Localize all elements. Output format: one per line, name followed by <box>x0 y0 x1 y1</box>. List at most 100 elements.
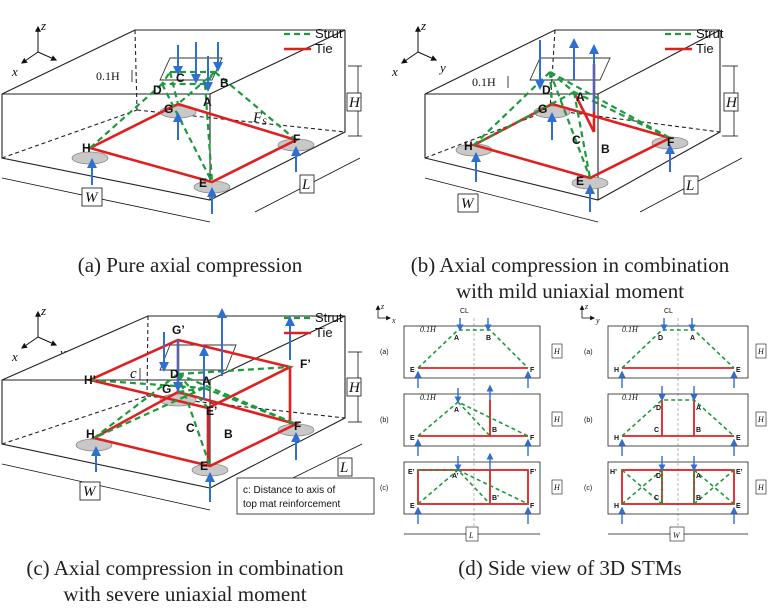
dim-W-box-c <box>79 481 101 501</box>
legend-strut-label-a: Strut <box>315 26 343 41</box>
dim-L-box-a <box>299 174 315 194</box>
dim-W-b <box>424 177 599 223</box>
node-a-H: H <box>82 141 91 155</box>
sv-right-c-struts <box>621 469 735 505</box>
dim-W-a <box>1 177 211 223</box>
axis-triad-a <box>21 25 58 64</box>
axis-triad-c <box>21 310 58 349</box>
sv-right-b-E: E <box>736 435 741 442</box>
sv-right-a-A: A <box>690 335 695 342</box>
sv-right-b-A: A <box>696 405 701 412</box>
node-a-B: B <box>220 76 229 90</box>
force-Fs-letter: F <box>252 110 263 126</box>
load-arrows-c <box>91 308 301 502</box>
caption-c-line1: (c) Axial compression in combination <box>26 556 344 580</box>
note-line2-c: top mat reinforcement <box>243 499 340 510</box>
node-b-A: A <box>576 90 585 104</box>
sv-left-b-H: H <box>553 415 561 424</box>
legend-a: Strut Tie <box>284 26 343 56</box>
legend-tie-label-a: Tie <box>315 41 333 56</box>
sv-right-b-H: H <box>614 435 619 442</box>
force-Fs-subscript: S <box>262 117 267 127</box>
dim-L-label-c: L <box>339 460 348 476</box>
axis-y-label-c: y <box>58 345 66 360</box>
sv-right-b-D: D <box>656 405 661 412</box>
sv-right-c-H-box <box>755 479 767 495</box>
panel-b: z x y <box>391 18 743 223</box>
axis-z-label-b: z <box>420 18 426 33</box>
node-b-C: C <box>572 133 581 147</box>
sv-left-c-H: H <box>553 483 561 492</box>
sv-left-a-B: B <box>486 335 491 342</box>
node-a-F: F <box>293 132 300 146</box>
sv-left-a-A: A <box>454 335 459 342</box>
axis-y-label-b: y <box>438 60 446 75</box>
sv-left-a-box <box>403 325 541 379</box>
sv-left-dim-L-label: L <box>468 531 474 540</box>
node-a-A: A <box>203 95 212 109</box>
sv-right-c-Hp: H’ <box>610 469 617 476</box>
node-b-E: E <box>576 174 584 188</box>
node-b-B: B <box>601 142 610 156</box>
caption-b-line1: (b) Axial compression in combination <box>410 253 730 277</box>
panel-a: z x y <box>1 18 362 223</box>
dim-L-box-c <box>337 457 353 477</box>
sv-left-b-E: E <box>410 435 415 442</box>
node-b-D: D <box>542 83 551 97</box>
struts-b <box>473 71 671 179</box>
node-c-Ep: E’ <box>206 404 217 418</box>
bottom-tie-c <box>90 390 300 468</box>
node-b-G: G <box>538 102 547 116</box>
note-line1-c: c: Distance to axis of <box>243 485 335 496</box>
sv-right-c-D: D <box>656 473 661 480</box>
cl-left: CL <box>460 308 469 315</box>
column-footprint-a <box>159 57 223 81</box>
struts-a <box>89 70 297 183</box>
dim-H-box-a <box>346 92 362 112</box>
node-a-D: D <box>153 83 162 97</box>
sv-right-b-B: B <box>696 427 701 434</box>
sv-left-a-E: E <box>410 367 415 374</box>
sv-left-a-F: F <box>530 367 535 374</box>
axis-x-label: x <box>11 64 18 79</box>
sv-right-a-D: D <box>658 335 663 342</box>
caption-d: (d) Side view of 3D STMs <box>458 556 682 580</box>
sv-left-a-struts <box>417 329 529 369</box>
axis-z-d-right: z <box>584 302 589 311</box>
sv-right-c-Ep: E’ <box>736 469 743 476</box>
column-footprint-b <box>529 57 611 81</box>
sv-left-c-tie-frame <box>417 469 529 505</box>
node-c-E: E <box>200 459 208 473</box>
node-c-A: A <box>202 374 211 388</box>
load-arrows-a <box>87 42 301 214</box>
node-c-H: H <box>86 427 95 441</box>
node-c-B: B <box>224 427 233 441</box>
force-Fs-a: FS <box>252 110 267 127</box>
sv-left-dim-L-box <box>465 526 479 542</box>
caption-a: (a) Pure axial compression <box>77 253 303 277</box>
dim-W-label-a: W <box>85 190 99 206</box>
sv-left-b-depth: 0.1H <box>420 393 437 402</box>
sv-left-c-box <box>403 461 541 515</box>
panel-c: z x y <box>1 303 375 515</box>
row-label-right-b: (b) <box>584 417 593 424</box>
side-view-right: z y CL (a) D A H E 0.1H H (b) <box>579 302 767 542</box>
legend-tie-label-b: Tie <box>696 41 714 56</box>
sv-left-c-H-box <box>551 479 563 495</box>
axis-z-label: z <box>40 18 46 33</box>
sv-right-b-box <box>607 393 749 447</box>
sv-left-b-H-box <box>551 411 563 427</box>
axis-triad-d-left <box>375 305 391 321</box>
node-c-Hp: H’ <box>84 373 96 387</box>
axis-x-label-b: x <box>391 64 398 79</box>
sv-right-c-B: B <box>696 495 701 502</box>
sv-right-c-H: H <box>614 503 619 510</box>
sv-right-b-H-label: H <box>757 415 765 424</box>
sv-left-c-Ap: A’ <box>452 473 459 480</box>
cl-right: CL <box>664 308 673 315</box>
row-label-right-c: (c) <box>584 485 592 492</box>
panel-d: z x CL (a) A B E F 0.1H H (b) <box>375 302 767 542</box>
sv-left-c-Ep: E’ <box>408 469 415 476</box>
caption-b-line2: with mild uniaxial moment <box>455 279 685 303</box>
